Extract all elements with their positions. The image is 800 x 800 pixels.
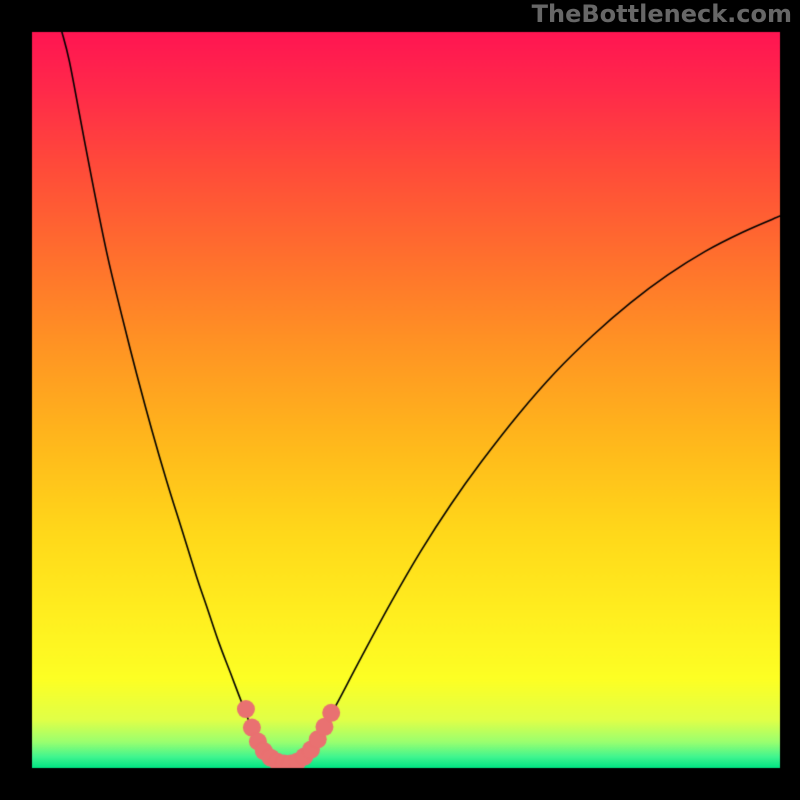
bottleneck-chart (0, 0, 800, 800)
watermark: TheBottleneck.com (532, 0, 792, 28)
